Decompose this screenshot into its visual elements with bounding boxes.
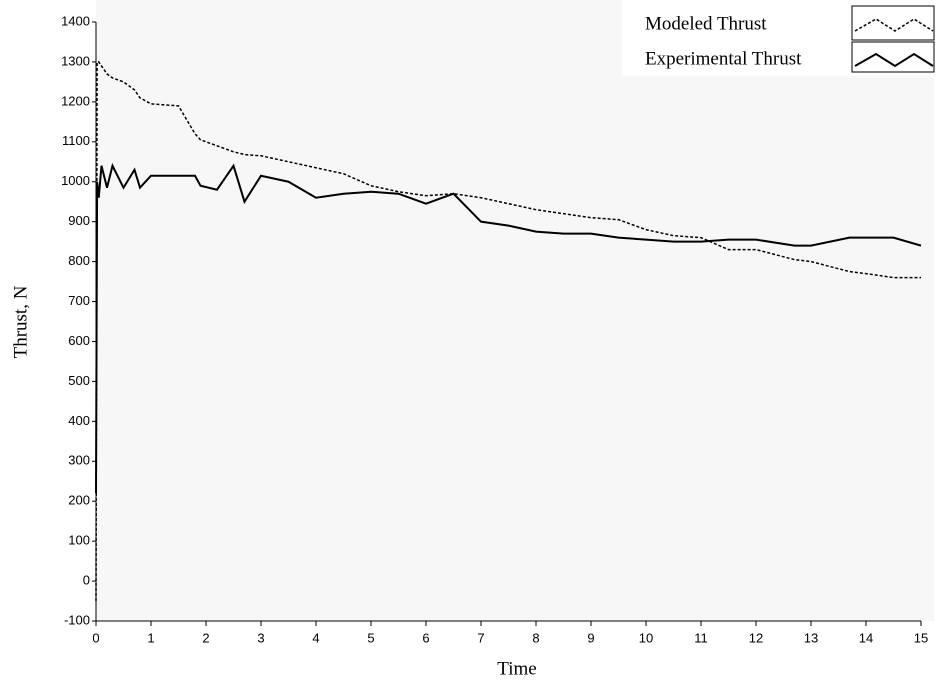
x-tick-label: 13	[804, 630, 818, 645]
x-axis-label: Time	[497, 658, 536, 679]
x-tick-label: 11	[694, 630, 708, 645]
y-tick-label: 900	[68, 213, 90, 228]
x-tick-label: 12	[749, 630, 763, 645]
x-tick-label: 2	[202, 630, 209, 645]
y-tick-label: 1000	[61, 173, 90, 188]
x-tick-label: 6	[422, 630, 429, 645]
y-tick-label: 300	[68, 453, 90, 468]
x-tick-label: 15	[914, 630, 928, 645]
legend-label: Modeled Thrust	[645, 13, 767, 34]
series-line	[95, 162, 922, 494]
y-tick-label: 0	[83, 573, 90, 588]
y-tick-label: -100	[64, 612, 90, 627]
x-tick-label: 3	[257, 630, 264, 645]
y-tick-label: 500	[68, 373, 90, 388]
x-tick-label: 4	[312, 630, 319, 645]
y-tick-label: 200	[68, 493, 90, 508]
y-tick-label: 600	[68, 333, 90, 348]
x-tick-label: 10	[639, 630, 653, 645]
y-tick-label: 1400	[61, 13, 90, 28]
legend-swatch	[854, 18, 934, 32]
series-line	[95, 61, 921, 602]
x-tick-label: 7	[477, 630, 484, 645]
legend	[622, 0, 939, 76]
legend-swatch-box	[851, 41, 935, 73]
x-tick-label: 0	[92, 630, 99, 645]
plot-area	[96, 0, 934, 621]
y-tick-label: 1100	[62, 133, 90, 148]
x-tick-label: 5	[367, 630, 374, 645]
y-tick-label: 100	[68, 533, 90, 548]
y-tick-label: 1300	[61, 53, 90, 68]
y-tick-label: 400	[68, 413, 90, 428]
x-tick-label: 14	[859, 630, 873, 645]
x-tick-label: 8	[532, 630, 539, 645]
y-axis-label: Thrust, N	[10, 285, 31, 358]
y-tick-label: 1200	[61, 93, 90, 108]
x-tick-label: 9	[587, 630, 594, 645]
y-tick-label: 700	[68, 293, 90, 308]
legend-swatch	[854, 52, 934, 68]
y-tick-label: 800	[68, 253, 90, 268]
legend-label: Experimental Thrust	[645, 48, 802, 69]
x-tick-label: 1	[147, 630, 154, 645]
